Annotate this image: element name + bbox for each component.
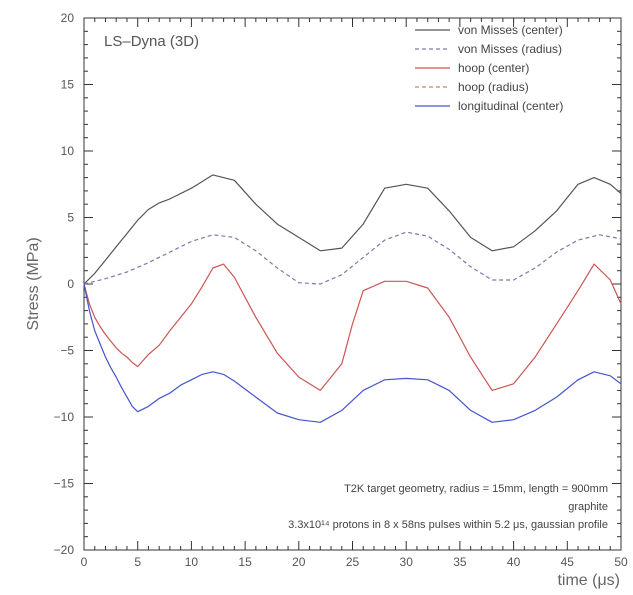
x-axis-label: time (μs) — [557, 572, 620, 589]
x-tick-label: 50 — [614, 555, 628, 569]
legend-label-4: longitudinal (center) — [458, 99, 563, 113]
series-lines — [83, 174, 622, 423]
annotation-block: T2K target geometry, radius = 15mm, leng… — [288, 483, 608, 531]
x-tick-label: 15 — [238, 555, 252, 569]
annotation-line-3: 3.3x10¹⁴ protons in 8 x 58ns pulses with… — [288, 519, 608, 531]
y-tick-label: 20 — [61, 11, 75, 25]
legend-label-3: hoop (radius) — [458, 80, 529, 94]
series-line-4 — [83, 283, 622, 423]
legend-label-2: hoop (center) — [458, 61, 529, 75]
x-tick-label: 20 — [292, 555, 306, 569]
series-line-1 — [83, 231, 622, 285]
y-tick-label: −15 — [54, 477, 75, 491]
x-tick-label: 0 — [81, 555, 88, 569]
series-line-2 — [83, 263, 622, 391]
x-tick-label: 25 — [346, 555, 360, 569]
legend: von Misses (center) von Misses (radius) ho… — [415, 23, 563, 113]
legend-label-1: von Misses (radius) — [458, 42, 562, 56]
x-tick-label: 45 — [561, 555, 575, 569]
series-line-0 — [83, 174, 622, 285]
axis-ticks — [83, 17, 622, 551]
y-axis-label: Stress (MPa) — [25, 237, 42, 330]
chart-title: LS–Dyna (3D) — [104, 33, 199, 50]
x-tick-label: 30 — [400, 555, 414, 569]
x-tick-label: 5 — [134, 555, 141, 569]
y-tick-label: −20 — [54, 543, 75, 557]
x-tick-label: 40 — [507, 555, 521, 569]
y-tick-label: −10 — [54, 410, 75, 424]
y-tick-label: 5 — [67, 211, 74, 225]
annotation-line-1: T2K target geometry, radius = 15mm, leng… — [344, 483, 608, 495]
legend-label-0: von Misses (center) — [458, 23, 563, 37]
y-tick-label: 0 — [67, 277, 74, 291]
plot-frame — [83, 17, 622, 551]
annotation-line-2: graphite — [568, 501, 608, 513]
x-tick-label: 10 — [185, 555, 199, 569]
y-tick-label: 10 — [61, 144, 75, 158]
x-tick-label: 35 — [453, 555, 467, 569]
y-tick-label: 15 — [61, 78, 75, 92]
y-tick-label: −5 — [60, 344, 74, 358]
